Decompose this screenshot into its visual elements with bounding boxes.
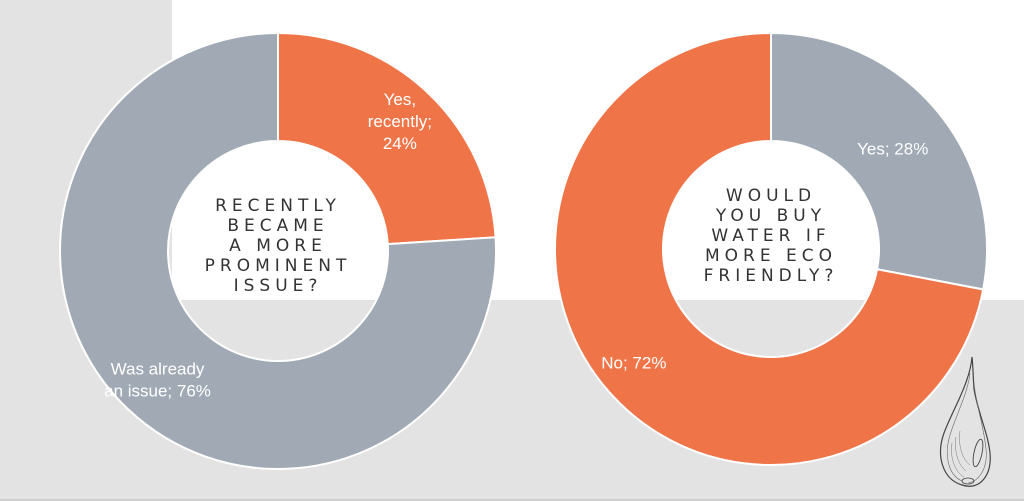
donut-chart-prominent-issue: Yes, recently; 24% Was already an issue; 76%: [59, 31, 497, 470]
slice-0-0: [277, 31, 497, 246]
chart-title-line: WATER IF: [711, 226, 831, 246]
slice-1-0: [770, 31, 988, 291]
chart-title-line: FRIENDLY?: [703, 266, 839, 286]
chart-title-prominent-issue: RECENTLY BECAME A MORE PROMINENT ISSUE?: [168, 196, 388, 296]
chart-title-line: WOULD: [725, 186, 817, 206]
chart-title-line: BECAME: [227, 216, 329, 236]
chart-title-eco-friendly: WOULD YOU BUY WATER IF MORE ECO FRIENDLY?: [661, 186, 881, 286]
chart-title-line: ISSUE?: [233, 276, 323, 296]
chart-title-line: YOU BUY: [715, 206, 827, 226]
water-drop-icon: [940, 356, 991, 487]
slice-1-1: [554, 31, 985, 466]
slice-0-1: [59, 31, 497, 470]
slice-label-1-1: No; 72%: [601, 353, 666, 372]
slice-label-0-0: Yes, recently; 24%: [368, 90, 432, 153]
chart-title-line: MORE ECO: [705, 246, 837, 266]
bottom-divider: [0, 499, 1024, 501]
chart-title-line: A MORE: [229, 236, 327, 256]
chart-title-line: RECENTLY: [215, 196, 341, 216]
slice-label-1-0: Yes; 28%: [857, 139, 928, 158]
chart-title-line: PROMINENT: [204, 256, 352, 276]
donut-chart-eco-friendly: Yes; 28% No; 72%: [554, 31, 988, 466]
slice-label-0-1: Was already an issue; 76%: [104, 359, 211, 400]
